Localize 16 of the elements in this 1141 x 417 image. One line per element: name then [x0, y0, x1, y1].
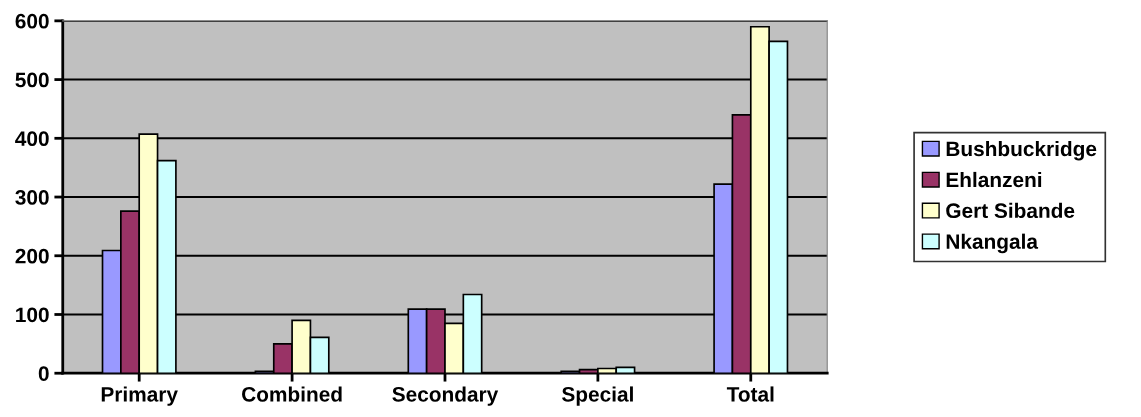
legend-label: Gert Sibande [946, 202, 1075, 219]
x-tick-label: Total [726, 386, 774, 402]
x-tick-label: Primary [101, 386, 178, 406]
y-tick-label: 300 [15, 190, 49, 205]
legend-label: Bushbuckridge [946, 140, 1097, 161]
y-tick-label: 400 [15, 131, 49, 147]
y-tick-label: 100 [16, 307, 49, 323]
y-tick-label: 600 [15, 13, 49, 29]
x-tick-label: Special [562, 386, 633, 406]
y-tick-label: 500 [15, 72, 49, 88]
x-tick-label: Combined [242, 386, 342, 402]
x-tick-label: Secondary [392, 386, 499, 406]
legend-label: Ehlanzeni [946, 171, 1042, 188]
legend-label: Nkangala [946, 233, 1039, 254]
y-tick-label: 200 [15, 248, 49, 264]
y-tick-label: 0 [38, 366, 49, 381]
